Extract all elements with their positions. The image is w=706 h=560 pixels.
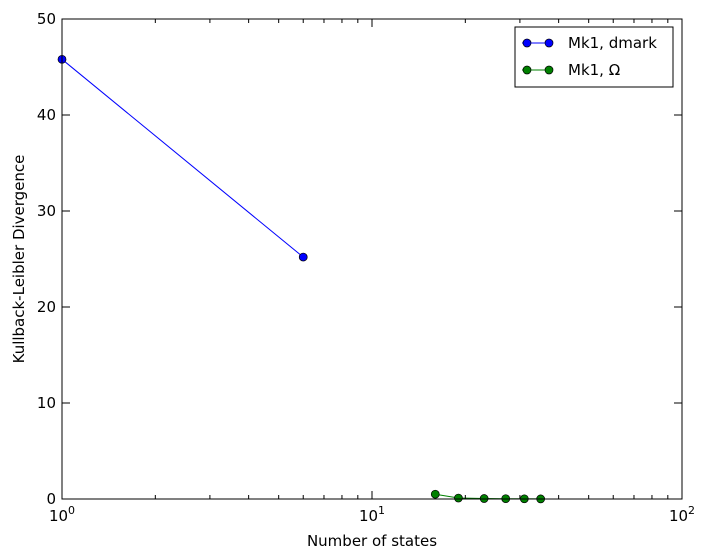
legend-marker-1 [522, 38, 532, 48]
legend-label-2: Mk1, Ω [568, 61, 620, 79]
series-2-point-2 [454, 493, 463, 503]
y-tick-label: 30 [37, 202, 56, 220]
legend-label-1: Mk1, dmark [568, 34, 657, 52]
series-layer [57, 54, 546, 504]
y-tick-label: 20 [37, 298, 56, 316]
y-tick-label: 50 [37, 10, 56, 28]
x-tick-label: 102 [669, 504, 695, 525]
x-tick-label: 100 [49, 504, 75, 525]
y-axis-label: Kullback-Leibler Divergence [10, 155, 28, 364]
plot-area-frame [61, 18, 683, 500]
series-1-point-2 [298, 252, 308, 262]
series-2-point-1 [430, 489, 440, 499]
y-tick-label: 10 [37, 394, 56, 412]
x-tick-label: 101 [359, 504, 385, 525]
legend-marker-2-b [544, 65, 554, 75]
y-tick-label: 40 [37, 106, 56, 124]
series-1-line [61, 58, 304, 258]
ticks-layer: 0 10 20 30 40 50 100 101 102 [37, 10, 695, 525]
y-tick-label: 0 [46, 490, 56, 508]
x-axis-label: Number of states [307, 532, 437, 550]
legend-marker-2 [522, 65, 532, 75]
legend-marker-1-b [544, 38, 554, 48]
legend: Mk1, dmark Mk1, Ω [514, 26, 674, 88]
legend-box [514, 26, 674, 88]
